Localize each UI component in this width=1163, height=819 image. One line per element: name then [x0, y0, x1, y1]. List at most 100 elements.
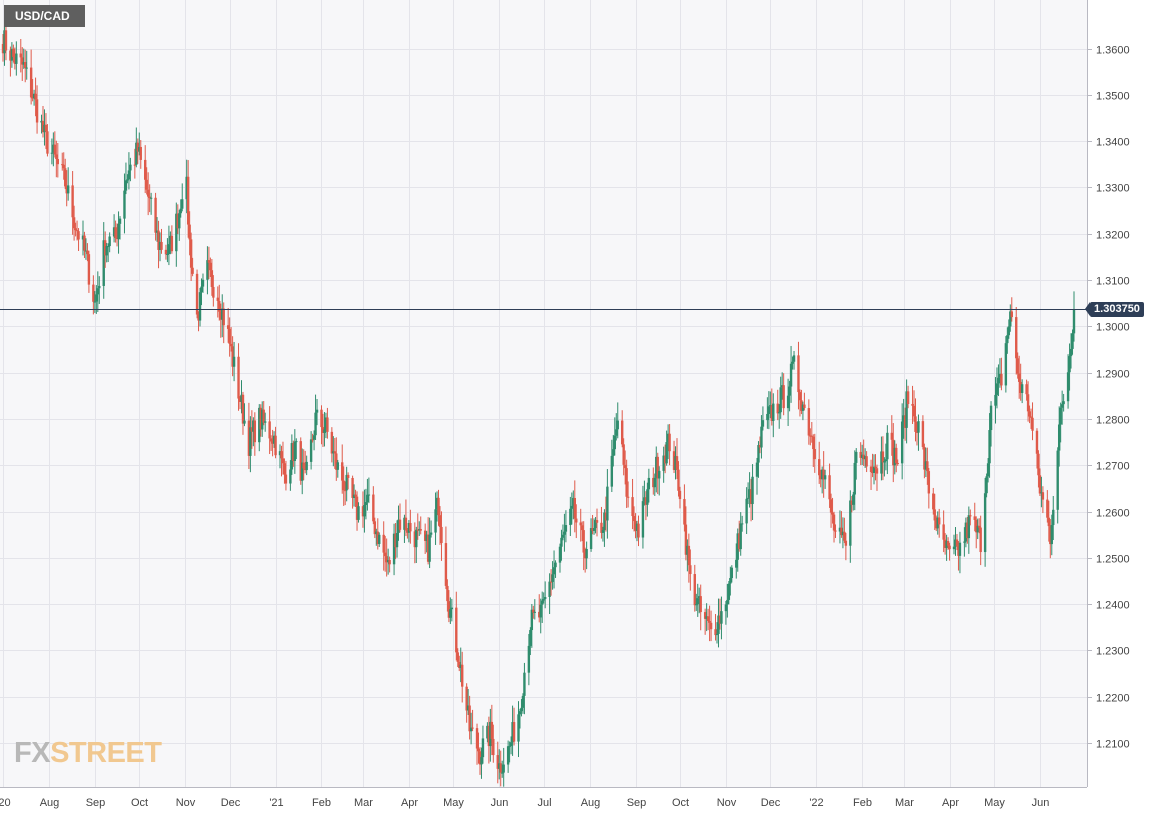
candle-body	[154, 197, 157, 233]
candle-body	[634, 521, 637, 531]
candle-body	[423, 530, 427, 541]
candle-body	[720, 611, 723, 624]
candle	[181, 183, 184, 212]
candle	[896, 459, 899, 466]
candle	[1007, 319, 1011, 339]
candle-body	[585, 548, 588, 559]
candle-body	[561, 534, 565, 538]
candle	[124, 162, 128, 195]
candle	[487, 716, 491, 764]
candle-body	[229, 343, 233, 347]
candle	[333, 437, 337, 469]
candle-body	[87, 254, 91, 285]
candle-body	[853, 462, 856, 495]
candle	[321, 413, 325, 447]
candle	[1052, 495, 1055, 541]
candle-body	[986, 463, 990, 477]
candle-body	[530, 609, 534, 631]
candle-body	[40, 120, 43, 123]
candle	[529, 627, 532, 656]
candle-body	[693, 574, 696, 606]
candle-body	[425, 534, 428, 541]
candle	[820, 466, 824, 494]
candle	[9, 46, 12, 77]
candle	[625, 459, 628, 508]
candle	[373, 517, 377, 539]
candle-body	[718, 615, 722, 624]
candle-body	[185, 176, 188, 200]
candle	[872, 454, 876, 485]
candle-body	[829, 499, 833, 513]
candle	[498, 749, 501, 780]
candle	[967, 506, 971, 554]
candle	[769, 391, 772, 419]
x-tick-label: Oct	[672, 797, 689, 809]
candle-body	[726, 599, 729, 605]
candle-body	[385, 556, 388, 563]
candle	[388, 556, 391, 573]
candle-body	[663, 455, 667, 464]
x-tick-label: Aug	[581, 797, 601, 809]
candle-body	[164, 249, 168, 255]
candle	[532, 605, 535, 619]
candle	[1029, 408, 1033, 429]
candle-body	[477, 748, 480, 752]
candle-body	[450, 607, 454, 610]
candle	[652, 467, 655, 495]
candle	[997, 364, 1000, 397]
candle	[772, 393, 775, 438]
candle	[1059, 402, 1062, 443]
candle	[523, 662, 526, 715]
candle	[859, 442, 862, 466]
candle-body	[252, 420, 255, 432]
candle	[29, 49, 33, 105]
candle	[653, 473, 656, 496]
candle-body	[1010, 311, 1013, 318]
candle-body	[604, 512, 608, 521]
candle-body	[724, 604, 728, 612]
candle	[923, 443, 926, 479]
candle	[167, 225, 171, 266]
candle-body	[823, 475, 827, 480]
candle-body	[551, 574, 554, 582]
candle-body	[382, 534, 385, 553]
candle	[75, 220, 79, 241]
candle	[423, 523, 427, 554]
candle-body	[979, 527, 982, 553]
candle-body	[521, 695, 525, 708]
candle-body	[860, 454, 864, 458]
candle-body	[976, 525, 979, 533]
candle-body	[486, 725, 489, 739]
candle-body	[849, 500, 852, 546]
candle-body	[672, 451, 676, 470]
candle-body	[942, 524, 945, 540]
candle-body	[709, 622, 713, 630]
candle-body	[727, 583, 731, 600]
candle-body	[1050, 525, 1053, 545]
candle	[447, 590, 451, 623]
candle	[22, 48, 25, 69]
candle	[875, 464, 879, 491]
candle-body	[623, 464, 627, 469]
current-price-badge: 1.303750	[1085, 301, 1144, 317]
candle-body	[564, 525, 568, 532]
candle	[1062, 393, 1065, 412]
candle	[767, 391, 771, 430]
candle-body	[210, 270, 214, 287]
candle-body	[769, 405, 772, 407]
candle-body	[828, 475, 831, 500]
candle-body	[1069, 348, 1073, 357]
candle-body	[533, 611, 536, 613]
candle	[466, 689, 470, 715]
x-tick-label: Mar	[354, 797, 373, 809]
candle-body	[284, 474, 288, 484]
candle	[209, 257, 212, 277]
candle-body	[468, 705, 471, 732]
candle	[160, 228, 163, 254]
candle	[729, 566, 732, 596]
candle	[425, 530, 428, 553]
candle	[780, 372, 784, 400]
candle	[201, 273, 205, 293]
candle	[558, 543, 562, 573]
